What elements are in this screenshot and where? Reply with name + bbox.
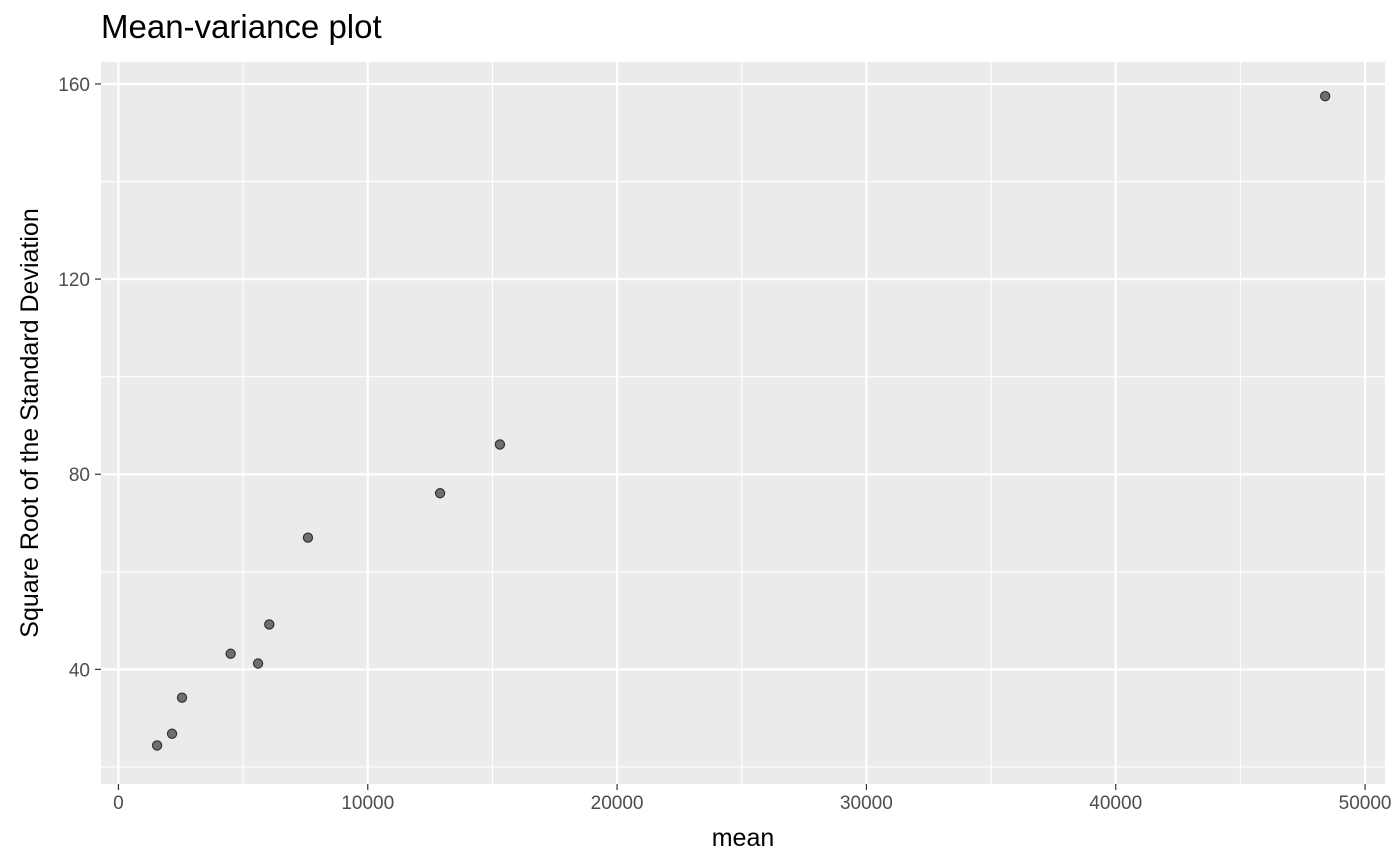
minor-gridlines (101, 62, 1385, 784)
x-tick-label: 50000 (1339, 793, 1392, 814)
y-tick-label: 120 (58, 270, 90, 291)
data-point (252, 658, 264, 669)
y-tick-label: 160 (58, 75, 90, 96)
x-tick-label: 10000 (341, 793, 394, 814)
data-point (264, 619, 275, 630)
data-point (302, 532, 314, 543)
data-point (166, 728, 178, 739)
y-axis: 40 80 120 160 (58, 75, 101, 681)
x-axis-title: mean (712, 824, 775, 852)
y-tick-label: 80 (69, 465, 90, 486)
x-tick-label: 30000 (840, 793, 893, 814)
major-gridlines (101, 62, 1385, 784)
data-point (176, 692, 188, 703)
x-axis: 0 10000 20000 30000 40000 50000 (113, 784, 1391, 814)
x-tick-label: 20000 (591, 793, 644, 814)
data-point (151, 740, 163, 751)
plot-panel (101, 62, 1385, 784)
chart-title: Mean-variance plot (101, 8, 382, 45)
x-tick-label: 0 (113, 793, 124, 814)
data-point (434, 488, 446, 499)
data-point (494, 439, 506, 450)
data-point (1319, 90, 1331, 102)
data-point (225, 648, 236, 659)
x-tick-label: 40000 (1089, 793, 1142, 814)
y-tick-label: 40 (69, 660, 90, 681)
data-points (151, 90, 1331, 751)
y-axis-title: Square Root of the Standard Deviation (16, 208, 44, 637)
